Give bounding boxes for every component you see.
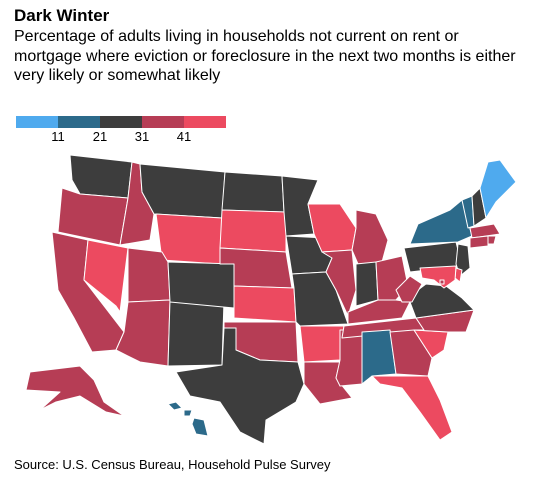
state-sd: [219, 209, 287, 253]
state-dc: [439, 279, 445, 285]
state-wy: [155, 213, 223, 265]
state-ar: [299, 325, 345, 363]
legend-tick-31: 31: [134, 129, 150, 144]
legend-tick-21: 21: [92, 129, 108, 144]
state-ct: [469, 235, 489, 249]
legend-color-bar: [16, 116, 226, 128]
chart-title: Dark Winter: [14, 6, 110, 25]
state-ny: [409, 199, 473, 245]
legend-swatch-1: [16, 116, 58, 128]
state-in: [355, 261, 379, 307]
state-wv: [395, 275, 423, 303]
legend-tick-11: 11: [51, 129, 65, 144]
state-ut: [127, 247, 171, 303]
chart-subtitle: Percentage of adults living in household…: [14, 28, 516, 84]
state-tx: [175, 327, 305, 445]
state-nj: [455, 243, 471, 277]
state-ma: [469, 223, 501, 239]
state-il: [321, 249, 357, 317]
legend-tick-41: 41: [176, 129, 192, 144]
legend: 11 21 31 41: [16, 116, 226, 146]
state-mt: [139, 163, 226, 219]
source-note: Source: U.S. Census Bureau, Household Pu…: [14, 457, 331, 472]
state-va: [401, 283, 475, 319]
state-wa: [69, 154, 133, 199]
state-nv: [83, 239, 129, 313]
state-al: [361, 329, 397, 385]
legend-swatch-2: [58, 116, 100, 128]
state-mi: [351, 209, 389, 265]
legend-swatch-3: [100, 116, 142, 128]
state-fl: [371, 375, 453, 441]
legend-swatch-4: [142, 116, 184, 128]
state-nd: [221, 171, 285, 213]
state-ms: [335, 329, 363, 387]
state-me: [479, 159, 517, 219]
state-az: [115, 299, 171, 367]
state-ak: [25, 365, 125, 417]
state-co: [167, 261, 237, 309]
us-state-map: [25, 154, 517, 445]
state-ri: [487, 235, 497, 245]
legend-swatch-5: [184, 116, 226, 128]
state-md: [419, 265, 457, 289]
state-hi: [167, 401, 209, 437]
state-ga: [389, 329, 433, 377]
state-nm: [167, 299, 225, 367]
state-ks: [233, 285, 297, 323]
